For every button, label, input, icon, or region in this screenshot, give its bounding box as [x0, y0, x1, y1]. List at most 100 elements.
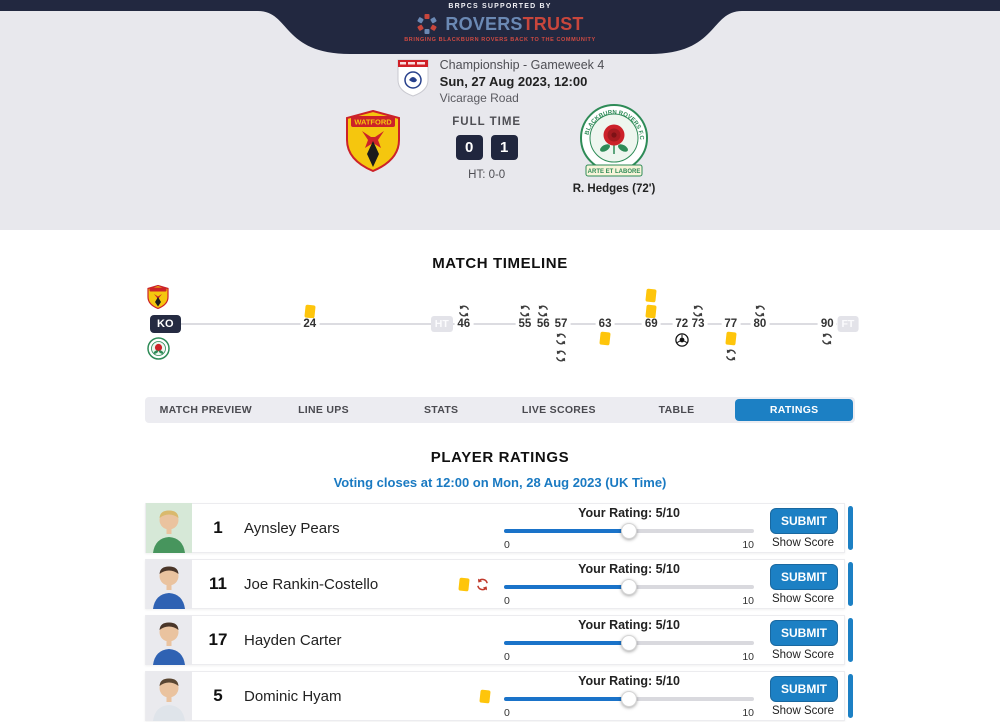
logo-rovers-text: ROVERS	[445, 13, 523, 34]
timeline-event-home	[304, 304, 316, 319]
yellow-card-icon	[458, 577, 470, 591]
rating-slider[interactable]	[504, 578, 754, 595]
player-ratings-list: 1 Aynsley Pears Your Rating: 5/10 0 10 SU…	[145, 503, 855, 721]
player-card: 5 Dominic Hyam Your Rating: 5/10 0 10 SUB…	[145, 671, 845, 721]
player-event-icons	[479, 689, 491, 703]
rating-slider[interactable]	[504, 634, 754, 651]
logo-trust-text: TRUST	[522, 13, 584, 34]
slider-max-label: 10	[742, 650, 754, 663]
rating-label: Your Rating: 5/10	[578, 673, 680, 688]
player-photo	[146, 615, 192, 665]
timeline-event-away	[554, 332, 568, 363]
substitution-icon	[556, 333, 567, 345]
timeline-minute-label: 46	[454, 318, 474, 330]
timeline-event-away	[599, 331, 611, 346]
slider-min-label: 0	[504, 538, 510, 551]
banner-shape	[0, 0, 1000, 54]
timeline-event-home	[691, 304, 705, 318]
timeline-title: MATCH TIMELINE	[432, 255, 568, 272]
player-name: Joe Rankin-Costello	[244, 575, 379, 593]
rating-slider-block: Your Rating: 5/10 0 10	[504, 562, 754, 607]
tab-line-ups[interactable]: LINE UPS	[298, 404, 349, 416]
efl-championship-badge-icon	[397, 59, 429, 97]
slider-max-label: 10	[742, 538, 754, 551]
tab-stats[interactable]: STATS	[424, 404, 459, 416]
rating-slider-block: Your Rating: 5/10 0 10	[504, 674, 754, 719]
timeline-minute-label: 57	[551, 318, 571, 330]
home-score: 0	[455, 135, 483, 160]
rating-slider-thumb[interactable]	[621, 522, 637, 539]
rating-label: Your Rating: 5/10	[578, 561, 680, 576]
half-time-badge: HT	[430, 316, 453, 332]
submit-rating-button[interactable]: SUBMIT	[770, 507, 838, 534]
slider-min-label: 0	[504, 706, 510, 719]
tab-match-preview[interactable]: MATCH PREVIEW	[159, 404, 253, 416]
player-row: 1 Aynsley Pears Your Rating: 5/10 0 10 SU…	[145, 503, 855, 553]
timeline-minute-label: 24	[300, 318, 320, 330]
tab-live-scores[interactable]: LIVE SCORES	[521, 404, 596, 416]
timeline-event-away	[674, 332, 690, 348]
rating-label: Your Rating: 5/10	[578, 617, 680, 632]
yellow-card-icon	[479, 689, 491, 703]
substitution-icon	[822, 333, 833, 345]
substitution-icon	[556, 350, 567, 362]
competition-info: Championship - Gameweek 4 Sun, 27 Aug 20…	[0, 58, 1000, 105]
yellow-card-icon	[725, 331, 737, 346]
show-score-link[interactable]: Show Score	[771, 704, 834, 717]
scrollbar-segment[interactable]	[848, 506, 853, 550]
slider-max-label: 10	[742, 594, 754, 607]
scrollbar-segment[interactable]	[848, 618, 853, 662]
slider-min-label: 0	[504, 650, 510, 663]
match-header: BRPCS SUPPORTED BY ROVERSTRUST BRINGING …	[0, 0, 1000, 230]
section-tabs: MATCH PREVIEW LINE UPS STATS LIVE SCORES…	[145, 397, 855, 423]
substitution-icon	[458, 305, 469, 317]
rating-slider[interactable]	[504, 690, 754, 707]
tab-table[interactable]: TABLE	[658, 404, 695, 416]
scrollbar-segment[interactable]	[848, 674, 853, 718]
rating-slider-thumb[interactable]	[621, 634, 637, 651]
rovers-trust-logo[interactable]: ROVERSTRUST	[0, 13, 1000, 35]
scrollbar-segment[interactable]	[848, 562, 853, 606]
rating-slider-thumb[interactable]	[621, 690, 637, 707]
timeline-event-home	[645, 288, 657, 319]
rating-label: Your Rating: 5/10	[578, 505, 680, 520]
player-photo	[146, 671, 192, 721]
timeline-minute-label: 72	[672, 318, 692, 330]
submit-rating-button[interactable]: SUBMIT	[770, 619, 838, 646]
rating-slider-block: Your Rating: 5/10 0 10	[504, 618, 754, 663]
rating-slider-thumb[interactable]	[621, 578, 637, 595]
timeline-minute-label: 77	[721, 318, 741, 330]
yellow-card-icon	[645, 288, 657, 303]
watford-crest-text: WATFORD	[354, 118, 392, 127]
submit-rating-button[interactable]: SUBMIT	[770, 563, 838, 590]
blackburn-rovers-crest-icon: BLACKBURN ROVERS F.C. ARTE ET LABORE	[578, 104, 648, 177]
tab-ratings[interactable]: RATINGS	[735, 399, 854, 421]
timeline-minute-label: 90	[817, 318, 837, 330]
submit-rating-button[interactable]: SUBMIT	[770, 675, 838, 702]
timeline-minute-label: 55	[515, 318, 535, 330]
show-score-link[interactable]: Show Score	[771, 592, 834, 605]
player-card: 1 Aynsley Pears Your Rating: 5/10 0 10 SU…	[145, 503, 845, 553]
player-photo	[146, 559, 192, 609]
player-row: 5 Dominic Hyam Your Rating: 5/10 0 10 SUB…	[145, 671, 855, 721]
rating-slider[interactable]	[504, 522, 754, 539]
player-card: 17 Hayden Carter Your Rating: 5/10 0 10 S…	[145, 615, 845, 665]
away-goalscorer: R. Hedges (72')	[572, 183, 656, 195]
scoreboard: WATFORD FULL TIME 0 1 HT: 0-0 BLACKBURN …	[0, 104, 1000, 195]
yellow-card-icon	[645, 304, 657, 319]
rovers-trust-wordmark: ROVERSTRUST	[445, 14, 583, 35]
blackburn-motto-text: ARTE ET LABORE	[588, 169, 641, 175]
yellow-card-icon	[599, 331, 611, 346]
substituted-off-icon	[477, 578, 488, 590]
rovers-trust-pinwheel-icon	[417, 14, 437, 34]
player-number: 5	[213, 686, 223, 705]
show-score-link[interactable]: Show Score	[771, 536, 834, 549]
player-name: Dominic Hyam	[244, 687, 342, 705]
timeline-event-away	[820, 332, 834, 346]
banner-supported-text: BRPCS SUPPORTED BY	[448, 3, 552, 10]
player-number: 17	[208, 630, 228, 649]
show-score-link[interactable]: Show Score	[771, 648, 834, 661]
half-time-score: HT: 0-0	[468, 169, 506, 181]
player-number: 11	[209, 574, 227, 593]
substitution-icon	[519, 305, 530, 317]
